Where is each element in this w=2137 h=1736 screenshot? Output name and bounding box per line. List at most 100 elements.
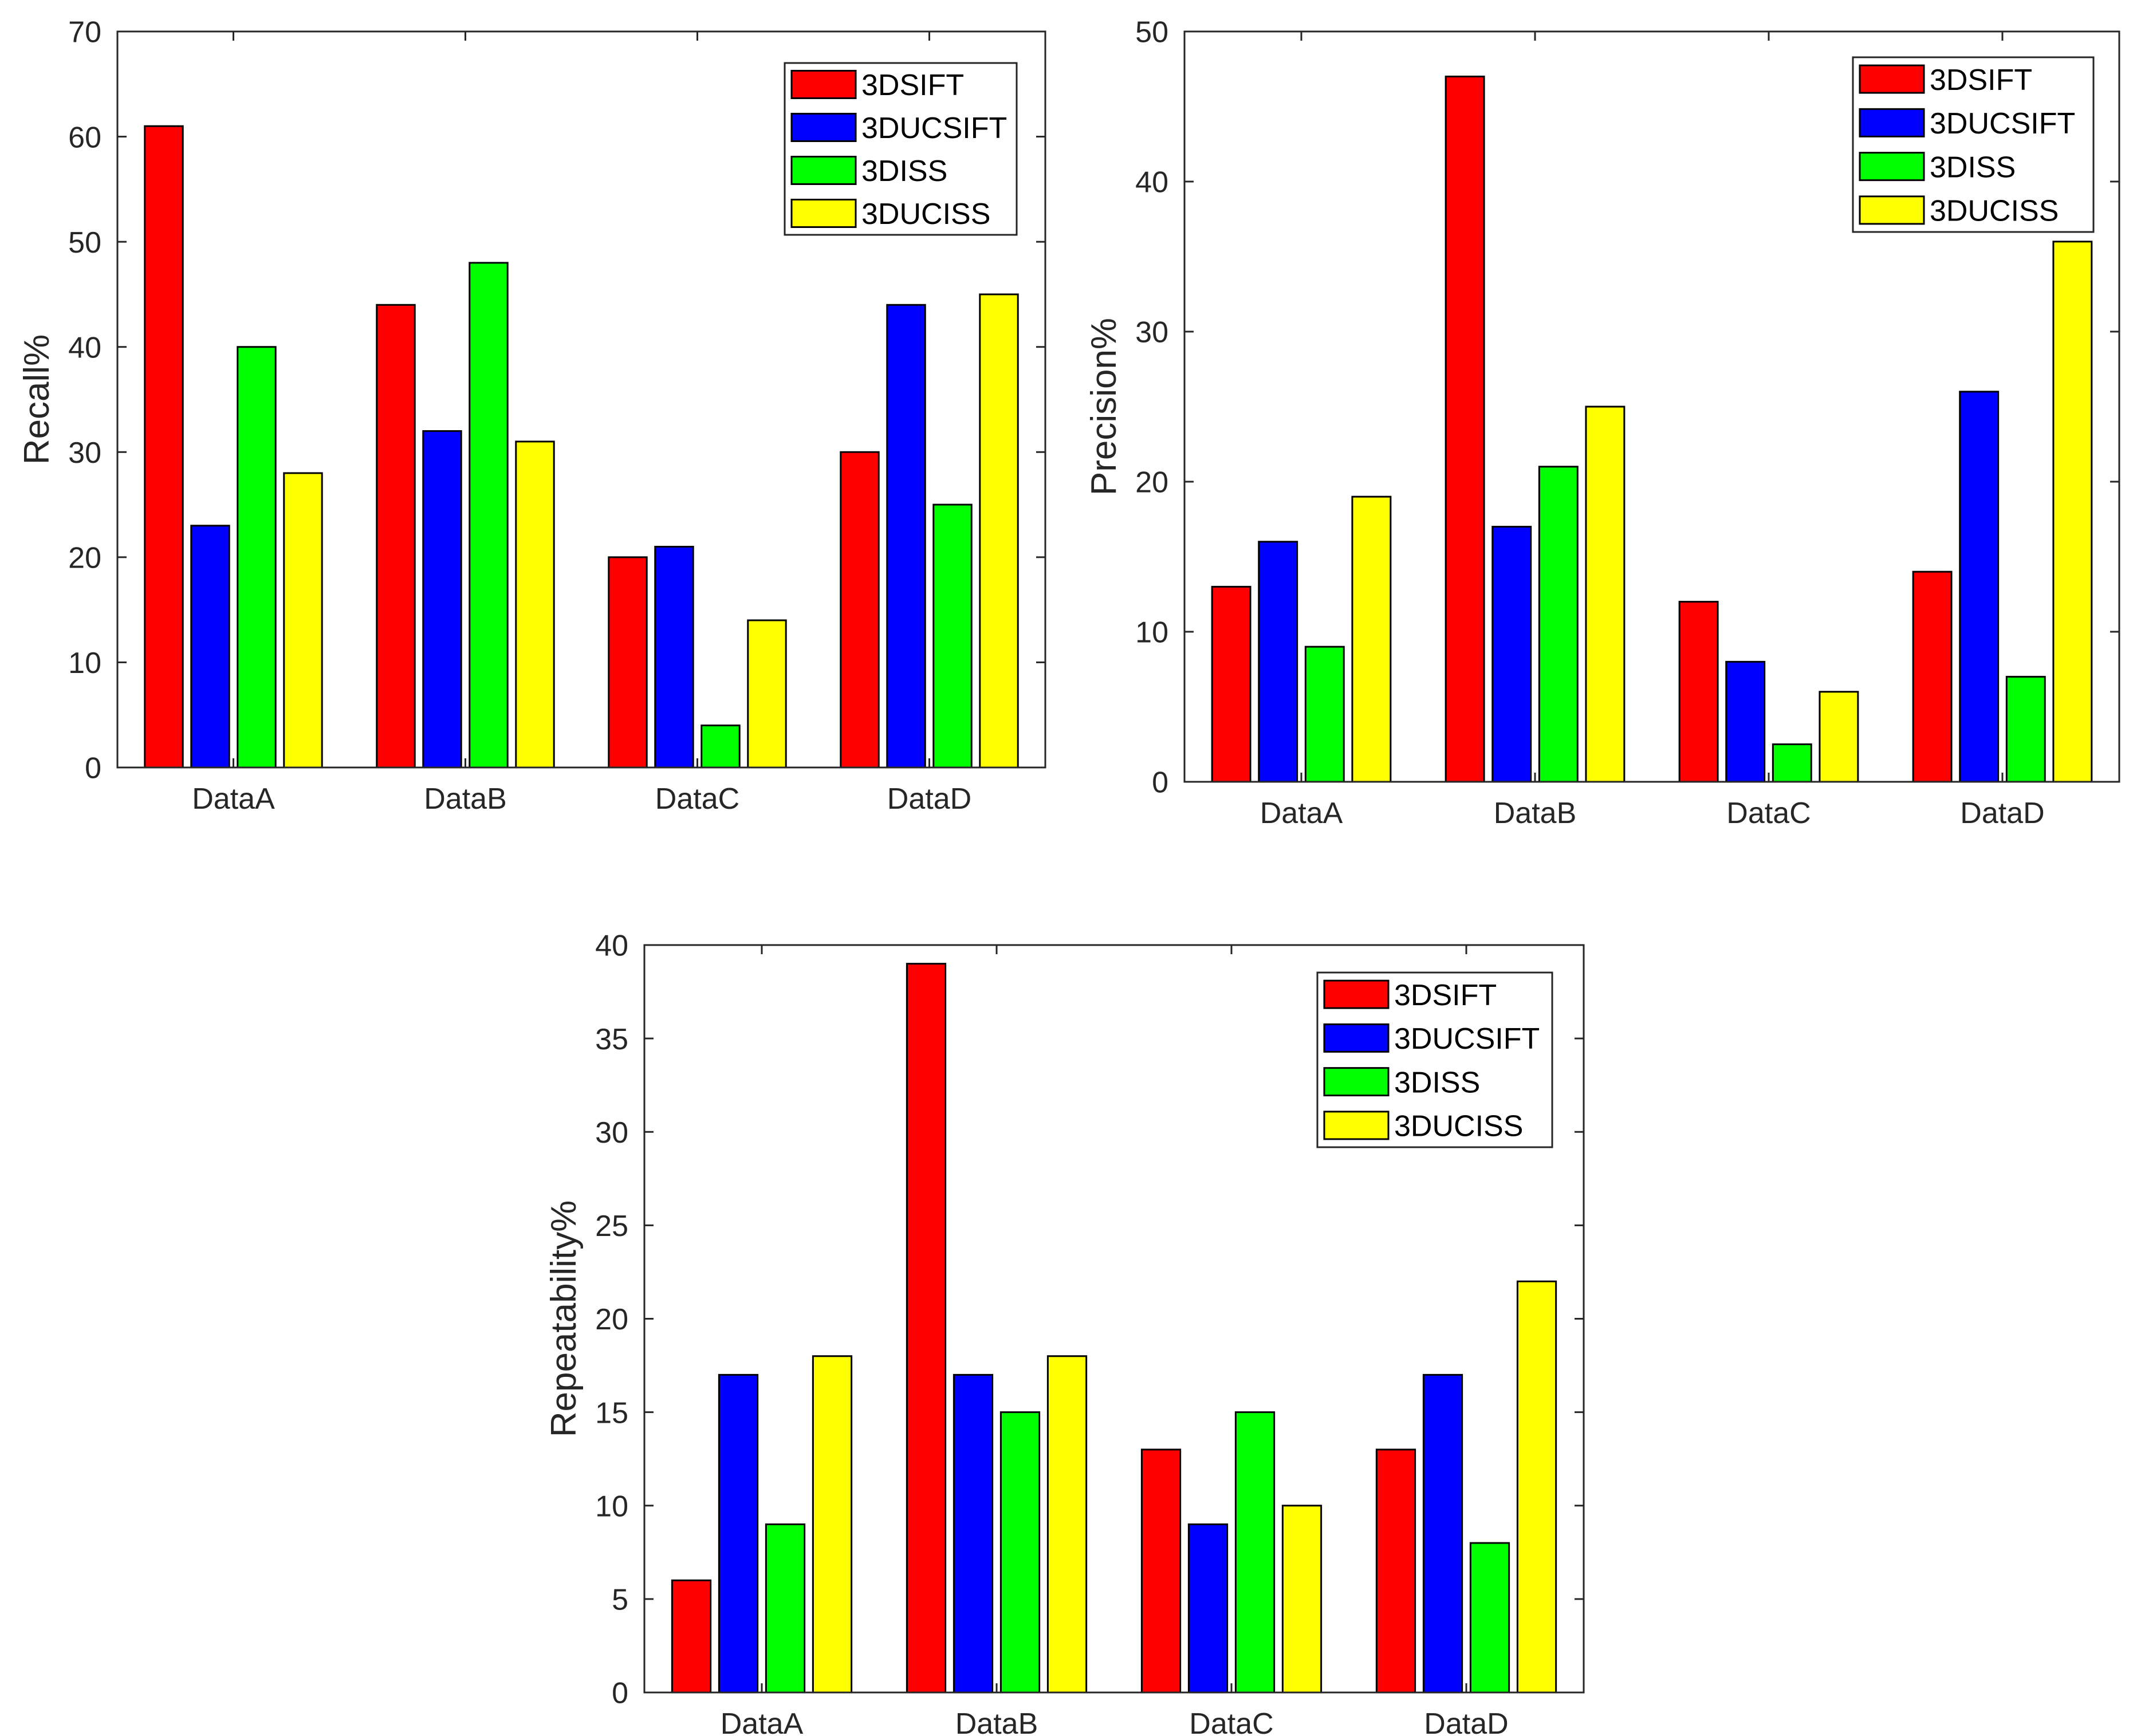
y-tick-label: 70 xyxy=(68,16,101,49)
x-tick-label-datac: DataC xyxy=(1726,797,1811,830)
legend-swatch-3duciss xyxy=(1323,1111,1390,1140)
y-tick-label: 50 xyxy=(68,226,101,259)
x-tick-label-datab: DataB xyxy=(424,782,507,816)
y-tick-label: 5 xyxy=(612,1584,628,1617)
legend-swatch-3diss xyxy=(790,156,857,185)
bar-3diss-datab xyxy=(999,1411,1041,1694)
bar-3duciss-datab xyxy=(1046,1355,1088,1694)
bar-3dsift-datab xyxy=(906,963,947,1694)
y-tick-label: 50 xyxy=(1135,16,1168,49)
precision-chart: 0 10 20 30 40 50 DataA DataB DataC DataD Precision… xyxy=(1084,16,2120,830)
bar-3dsift-datad xyxy=(840,451,880,769)
x-tick-label-datad: DataD xyxy=(1424,1707,1508,1736)
bar-3ducsift-datad xyxy=(1422,1373,1463,1694)
bar-3duciss-dataa xyxy=(1351,495,1392,783)
legend-swatch-3duciss xyxy=(1859,195,1925,225)
bar-3duciss-dataa xyxy=(812,1355,853,1694)
y-tick-label: 10 xyxy=(68,647,101,680)
bar-3diss-datac xyxy=(700,725,741,769)
legend-swatch-3dsift xyxy=(1323,979,1390,1009)
bar-3dsift-datab xyxy=(1445,76,1485,783)
bar-3dsift-datac xyxy=(608,556,648,769)
x-tick-label-datad: DataD xyxy=(1960,797,2044,830)
x-tick-label-dataa: DataA xyxy=(721,1707,804,1736)
legend-label-3ducsift: 3DUCSIFT xyxy=(1394,1022,1540,1056)
bar-3duciss-datab xyxy=(1585,406,1626,783)
y-tick-label: 30 xyxy=(595,1116,628,1150)
repeatability-chart: 0 5 10 15 20 25 30 35 40 DataA DataB DataC DataD Repe… xyxy=(544,930,1585,1736)
bar-3dsift-dataa xyxy=(1211,585,1251,783)
legend-label-3diss: 3DISS xyxy=(1394,1066,1480,1099)
y-tick-label: 40 xyxy=(68,331,101,364)
bar-3duciss-dataa xyxy=(283,472,323,769)
y-tick-label: 0 xyxy=(85,752,101,785)
legend-label-3dsift: 3DSIFT xyxy=(1394,979,1497,1012)
bar-3duciss-datad xyxy=(1516,1280,1557,1694)
legend: 3DSIFT 3DUCSIFT 3DISS 3DUCISS xyxy=(1852,56,2095,233)
bar-3ducsift-datab xyxy=(953,1373,994,1694)
legend-label-3dsift: 3DSIFT xyxy=(861,69,964,102)
axes-box xyxy=(116,30,1046,769)
x-tick-label-datab: DataB xyxy=(955,1707,1038,1736)
legend: 3DSIFT 3DUCSIFT 3DISS 3DUCISS xyxy=(1316,971,1553,1148)
y-tick-label: 40 xyxy=(595,930,628,963)
legend-label-3ducsift: 3DUCSIFT xyxy=(1930,107,2075,140)
x-tick-label-datac: DataC xyxy=(1189,1707,1273,1736)
legend-label-3dsift: 3DSIFT xyxy=(1930,64,2032,97)
bar-3diss-dataa xyxy=(1304,645,1345,783)
bar-3ducsift-datad xyxy=(886,304,926,769)
bar-3ducsift-dataa xyxy=(190,525,230,769)
axes-box xyxy=(1183,30,2120,783)
bar-3ducsift-datac xyxy=(1725,660,1766,783)
y-axis-label: Precision% xyxy=(1084,318,1124,495)
y-tick-label: 35 xyxy=(595,1023,628,1056)
y-tick-label: 10 xyxy=(1135,616,1168,649)
legend-swatch-3ducsift xyxy=(790,113,857,142)
legend-swatch-3duciss xyxy=(790,199,857,228)
bar-3dsift-datac xyxy=(1678,601,1719,783)
legend-swatch-3ducsift xyxy=(1859,108,1925,137)
legend-swatch-3ducsift xyxy=(1323,1023,1390,1053)
legend-label-3duciss: 3DUCISS xyxy=(1930,195,2059,228)
bar-3ducsift-datac xyxy=(654,546,694,769)
legend-swatch-3dsift xyxy=(1859,64,1925,94)
y-tick-label: 20 xyxy=(1135,466,1168,499)
bar-3diss-datac xyxy=(1772,743,1812,783)
y-tick-label: 60 xyxy=(68,121,101,154)
legend-label-3duciss: 3DUCISS xyxy=(861,198,990,231)
legend-label-3duciss: 3DUCISS xyxy=(1394,1110,1523,1143)
bar-3duciss-datab xyxy=(515,440,555,769)
bar-3diss-datad xyxy=(932,503,973,769)
y-tick-label: 40 xyxy=(1135,166,1168,199)
y-tick-label: 0 xyxy=(612,1677,628,1710)
x-tick-label-datac: DataC xyxy=(655,782,739,816)
bar-3ducsift-datad xyxy=(1959,391,2000,783)
y-tick-label: 10 xyxy=(595,1490,628,1523)
bar-3ducsift-datac xyxy=(1187,1523,1229,1694)
y-tick-label: 30 xyxy=(68,436,101,470)
bar-3dsift-datab xyxy=(376,304,416,769)
bar-3ducsift-dataa xyxy=(1258,541,1298,783)
bar-3diss-datad xyxy=(2005,676,2046,783)
x-tick-label-dataa: DataA xyxy=(192,782,275,816)
y-tick-label: 25 xyxy=(595,1210,628,1243)
bar-3diss-datad xyxy=(1469,1542,1510,1694)
bar-3ducsift-datab xyxy=(1491,526,1532,783)
bar-3duciss-datac xyxy=(1281,1505,1323,1694)
y-tick-label: 20 xyxy=(595,1303,628,1336)
y-axis-label: Recall% xyxy=(17,334,57,464)
bar-3diss-datac xyxy=(1234,1411,1276,1694)
x-tick-label-datab: DataB xyxy=(1494,797,1577,830)
bar-3diss-dataa xyxy=(765,1523,806,1694)
y-tick-label: 30 xyxy=(1135,316,1168,349)
x-tick-label-datad: DataD xyxy=(887,782,971,816)
recall-chart: 0 10 20 30 40 50 60 70 DataA DataB DataC DataD Recal… xyxy=(17,16,1046,816)
legend-swatch-3diss xyxy=(1859,152,1925,182)
legend-label-3diss: 3DISS xyxy=(1930,151,2016,184)
bar-3dsift-dataa xyxy=(671,1579,712,1694)
bar-3ducsift-datab xyxy=(422,430,462,769)
bar-3dsift-datad xyxy=(1375,1448,1416,1694)
bar-3duciss-datac xyxy=(1819,691,1859,783)
bar-3diss-datab xyxy=(1538,466,1579,783)
